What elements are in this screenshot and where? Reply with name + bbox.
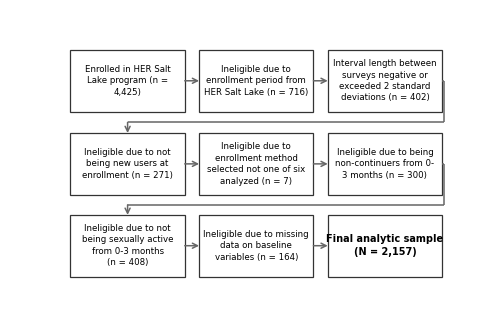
FancyBboxPatch shape [70,215,185,277]
Text: Ineligible due to
enrollment method
selected not one of six
analyzed (n = 7): Ineligible due to enrollment method sele… [207,142,306,185]
Text: Ineligible due to being
non-continuers from 0-
3 months (n = 300): Ineligible due to being non-continuers f… [336,148,434,180]
Text: Ineligible due to not
being new users at
enrollment (n = 271): Ineligible due to not being new users at… [82,148,173,180]
FancyBboxPatch shape [328,133,442,195]
Text: Enrolled in HER Salt
Lake program (n =
4,425): Enrolled in HER Salt Lake program (n = 4… [84,65,170,97]
Text: Ineligible due to
enrollment period from
HER Salt Lake (n = 716): Ineligible due to enrollment period from… [204,65,308,97]
Text: Ineligible due to not
being sexually active
from 0-3 months
(n = 408): Ineligible due to not being sexually act… [82,224,174,267]
FancyBboxPatch shape [70,50,185,112]
FancyBboxPatch shape [70,133,185,195]
FancyBboxPatch shape [328,215,442,277]
Text: Final analytic sample
(N = 2,157): Final analytic sample (N = 2,157) [326,234,444,257]
FancyBboxPatch shape [199,215,314,277]
FancyBboxPatch shape [199,133,314,195]
Text: Interval length between
surveys negative or
exceeded 2 standard
deviations (n = : Interval length between surveys negative… [333,59,436,102]
FancyBboxPatch shape [328,50,442,112]
FancyBboxPatch shape [199,50,314,112]
Text: Ineligible due to missing
data on baseline
variables (n = 164): Ineligible due to missing data on baseli… [204,230,309,262]
